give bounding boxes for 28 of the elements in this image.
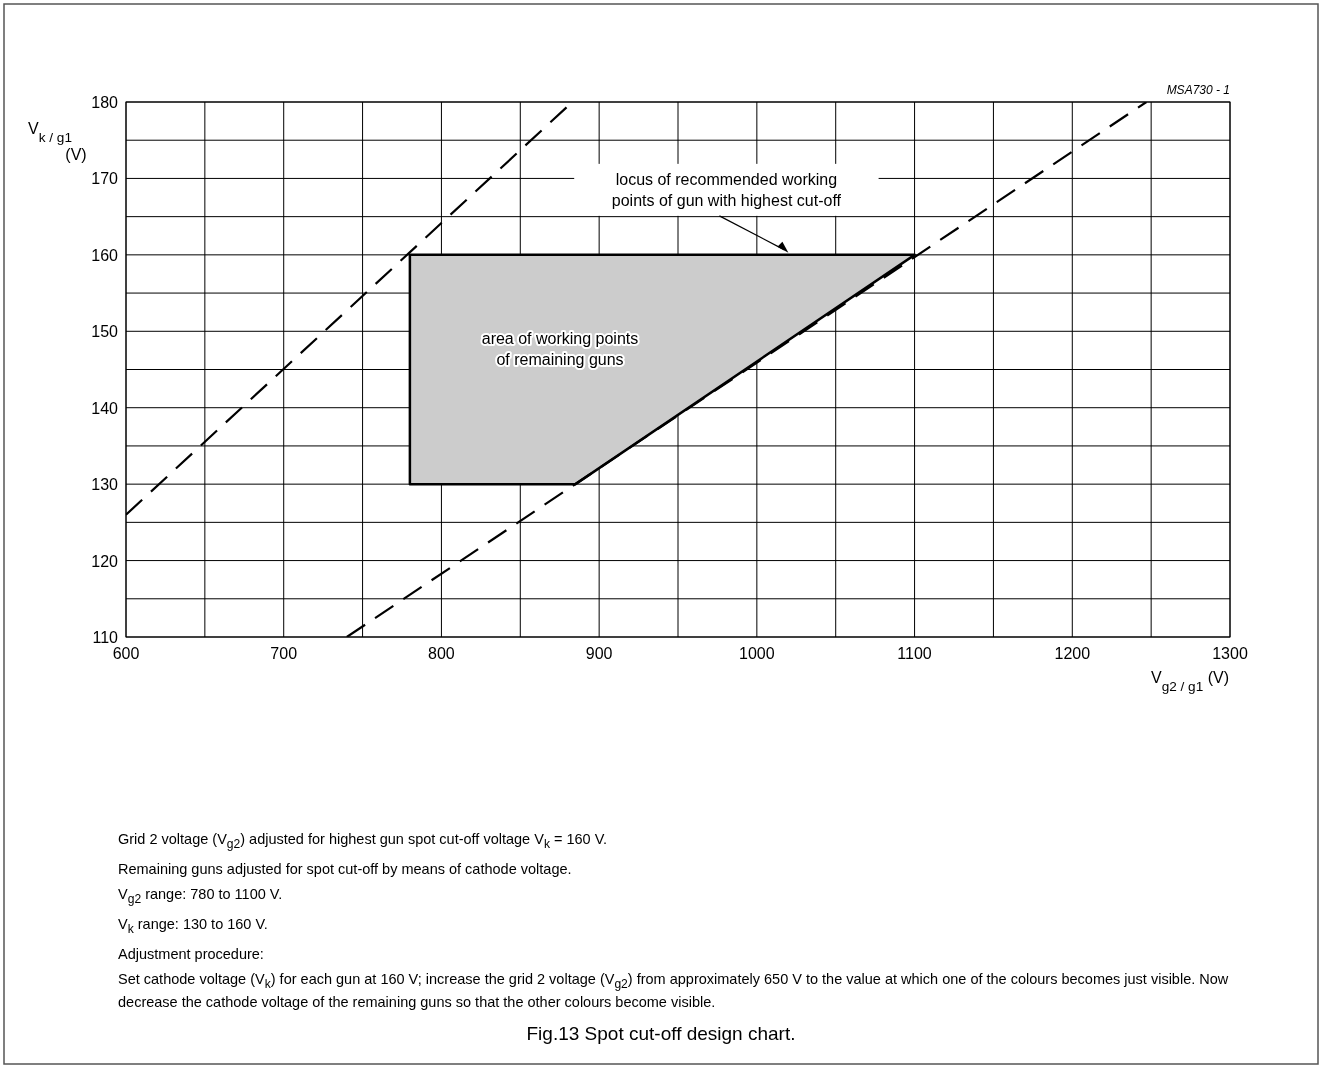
y-tick-label: 120 [91, 552, 119, 570]
x-tick-label: 600 [112, 645, 140, 662]
text: Set cathode voltage (V$_{k}$) for each gun at 160 V; increase the grid 2 voltage (V$_{g2}$) from approximately 650 V to the value at which one of the colours becomes just visible. Now decrease the cathode voltage of the remaining guns so that the other colours become visible. [118, 969, 1230, 1011]
annotation: locus of recommended working points of gun with highest cut-off [611, 170, 842, 209]
x-axis-title: V$_{g2 / g1}$ (V) [1150, 669, 1230, 694]
x-tick-label: 1000 [739, 645, 775, 662]
text: Grid 2 voltage (V$_{g2}$) adjusted for highest gun spot cut-off voltage V$_{k}$ = 160 V. [118, 830, 609, 853]
text: Adjustment procedure: [118, 944, 265, 963]
y-tick-label: 150 [91, 323, 119, 341]
x-tick-label: 1200 [1054, 645, 1091, 662]
x-tick-label: 700 [270, 645, 298, 662]
text: Remaining guns adjusted for spot cut-off by means of cathode voltage. [118, 859, 573, 878]
text: Fig.13 Spot cut-off design chart. [526, 1023, 796, 1044]
x-tick-label: 1100 [897, 645, 932, 662]
y-tick-label: 110 [92, 629, 119, 646]
x-tick-label: 900 [585, 645, 613, 662]
y-axis-title: V$_{k / g1}$ (V) [28, 120, 87, 163]
y-tick-label: 170 [91, 170, 119, 188]
y-tick-label: 130 [91, 476, 119, 494]
annotation: area of working points of remaining guns [481, 330, 639, 368]
x-tick-label: 1300 [1212, 645, 1248, 662]
y-tick-label: 160 [91, 246, 119, 264]
x-tick-label: 800 [428, 645, 455, 662]
text: V$_{g2}$ range: 780 to 1100 V. [118, 884, 284, 908]
text: MSA730 - 1 [1166, 83, 1230, 97]
y-tick-label: 140 [91, 399, 119, 417]
y-tick-label: 180 [91, 94, 119, 111]
text: V$_{k}$ range: 130 to 160 V. [118, 914, 269, 938]
